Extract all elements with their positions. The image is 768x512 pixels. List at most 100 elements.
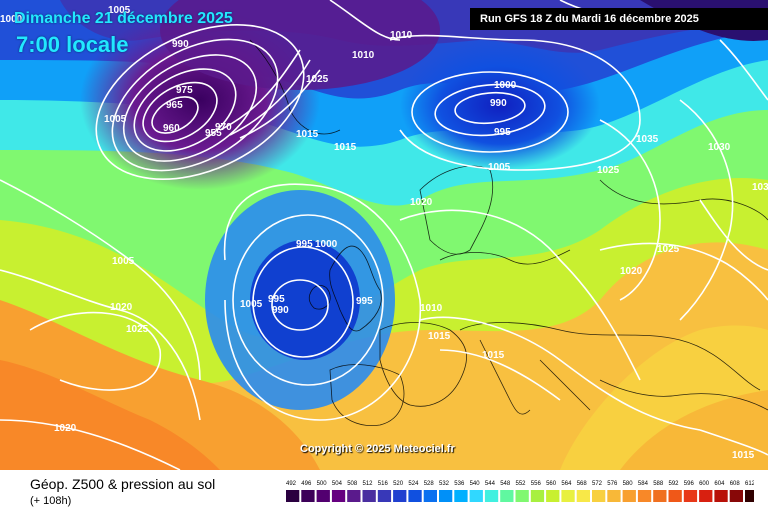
legend-swatch xyxy=(316,490,330,502)
model-run-info: Run GFS 18 Z du Mardi 16 décembre 2025 xyxy=(470,8,768,30)
legend-swatch xyxy=(408,490,422,502)
isobar-label: 1000 xyxy=(315,239,338,250)
legend-swatch xyxy=(423,490,437,502)
legend-value: 528 xyxy=(424,481,435,487)
isobar-label: 995 xyxy=(494,127,511,138)
legend-value: 580 xyxy=(623,481,634,487)
legend-value: 572 xyxy=(592,481,603,487)
legend-value: 492 xyxy=(286,481,297,487)
isobar-label: 990 xyxy=(490,98,507,109)
isobar-label: 960 xyxy=(163,123,180,134)
isobar-label: 1015 xyxy=(334,142,357,153)
isobar-label: 990 xyxy=(272,305,289,316)
legend-value: 516 xyxy=(378,481,389,487)
legend-swatch xyxy=(592,490,606,502)
isobar-label: 1015 xyxy=(428,331,451,342)
legend-value: 496 xyxy=(301,481,312,487)
map-canvas: 1005 1000 1005 975 965 960 955 970 990 1… xyxy=(0,0,768,470)
legend-value: 584 xyxy=(638,481,649,487)
isobar-label: 1025 xyxy=(657,244,680,255)
legend-value: 520 xyxy=(393,481,404,487)
legend-swatch xyxy=(729,490,743,502)
legend-swatch xyxy=(393,490,407,502)
legend-value: 568 xyxy=(577,481,588,487)
legend-swatch xyxy=(331,490,346,502)
isobar-label: 995 xyxy=(268,294,285,305)
legend-value: 596 xyxy=(684,481,695,487)
isobar-labels: 1005 1000 1005 975 965 960 955 970 990 1… xyxy=(0,5,768,461)
isobar-label: 1035 xyxy=(636,134,659,145)
forecast-local-time: 7:00 locale xyxy=(16,32,129,57)
isobar-label: 1015 xyxy=(732,450,755,461)
isobar-label: 1015 xyxy=(482,350,505,361)
legend-value: 588 xyxy=(653,481,664,487)
legend-swatch xyxy=(484,490,499,502)
legend-value: 524 xyxy=(408,481,419,487)
isobar-label: 965 xyxy=(166,100,183,111)
isobar-label: 1010 xyxy=(420,303,443,314)
legend-value: 576 xyxy=(607,481,618,487)
legend-swatch xyxy=(286,490,300,502)
legend-swatch xyxy=(454,490,468,502)
legend-swatch xyxy=(561,490,575,502)
legend-value: 604 xyxy=(714,481,725,487)
isobar-label: 1010 xyxy=(352,50,375,61)
forecast-lead-time: (+ 108h) xyxy=(30,495,72,507)
isobar-label: 1020 xyxy=(110,302,133,313)
isobar-label: 970 xyxy=(215,122,232,133)
legend-value: 600 xyxy=(699,481,710,487)
isobar-label: 995 xyxy=(356,296,373,307)
legend-value: 504 xyxy=(332,481,343,487)
coastlines xyxy=(249,39,768,427)
isobar-label: 1030 xyxy=(752,182,768,193)
legend-swatch xyxy=(469,490,483,502)
legend-value: 540 xyxy=(470,481,481,487)
isobar-label: 1020 xyxy=(410,197,433,208)
copyright-notice: Copyright © 2025 Meteociel.fr xyxy=(300,443,455,455)
legend-swatch xyxy=(500,490,514,502)
legend-swatch xyxy=(530,490,545,502)
map-product-title: Géop. Z500 & pression au sol xyxy=(30,476,216,492)
legend-swatch xyxy=(515,490,529,502)
legend-value: 564 xyxy=(561,481,572,487)
legend-swatch xyxy=(699,490,713,502)
isobar-label: 1005 xyxy=(108,5,131,16)
legend-value: 552 xyxy=(516,481,527,487)
isobar-label: 1025 xyxy=(597,165,620,176)
legend-value: 500 xyxy=(317,481,328,487)
legend-swatch xyxy=(683,490,698,502)
legend-swatch xyxy=(607,490,621,502)
isobar-label: 1005 xyxy=(488,162,511,173)
isobar-label: 990 xyxy=(172,39,189,50)
weather-map: 1005 1000 1005 975 965 960 955 970 990 1… xyxy=(0,0,768,470)
isobar-label: 1000 xyxy=(494,80,517,91)
legend-swatch xyxy=(576,490,590,502)
legend-swatch xyxy=(745,490,754,502)
legend-swatch xyxy=(301,490,315,502)
legend-swatch xyxy=(362,490,376,502)
isobar-label: 955 xyxy=(205,128,222,139)
isobar-label: 1005 xyxy=(104,114,127,125)
isobar-label: 975 xyxy=(176,85,193,96)
color-legend: 492 496 500 504 508 512 516 520 524 528 532 536 540 5… xyxy=(286,481,754,502)
isobar-label: 1005 xyxy=(240,299,263,310)
isobar-label: 1005 xyxy=(112,256,135,267)
isobar-label: 1030 xyxy=(708,142,731,153)
isobar-label: 1020 xyxy=(54,423,77,434)
isobar-label: 1025 xyxy=(126,324,149,335)
isobar-label: 1020 xyxy=(620,266,643,277)
legend-value: 544 xyxy=(485,481,496,487)
legend-value: 508 xyxy=(347,481,358,487)
isobar-label: 1025 xyxy=(306,74,329,85)
legend-swatch xyxy=(439,490,453,502)
legend-swatch xyxy=(714,490,728,502)
legend-value: 548 xyxy=(500,481,511,487)
legend-value: 592 xyxy=(669,481,680,487)
legend-value: 612 xyxy=(745,481,754,487)
isobar-label: 1000 xyxy=(0,14,23,25)
legend-swatch xyxy=(637,490,652,502)
legend-swatch xyxy=(546,490,560,502)
legend-value: 560 xyxy=(546,481,557,487)
legend-value: 608 xyxy=(730,481,741,487)
isobar-label: 1010 xyxy=(390,30,413,41)
